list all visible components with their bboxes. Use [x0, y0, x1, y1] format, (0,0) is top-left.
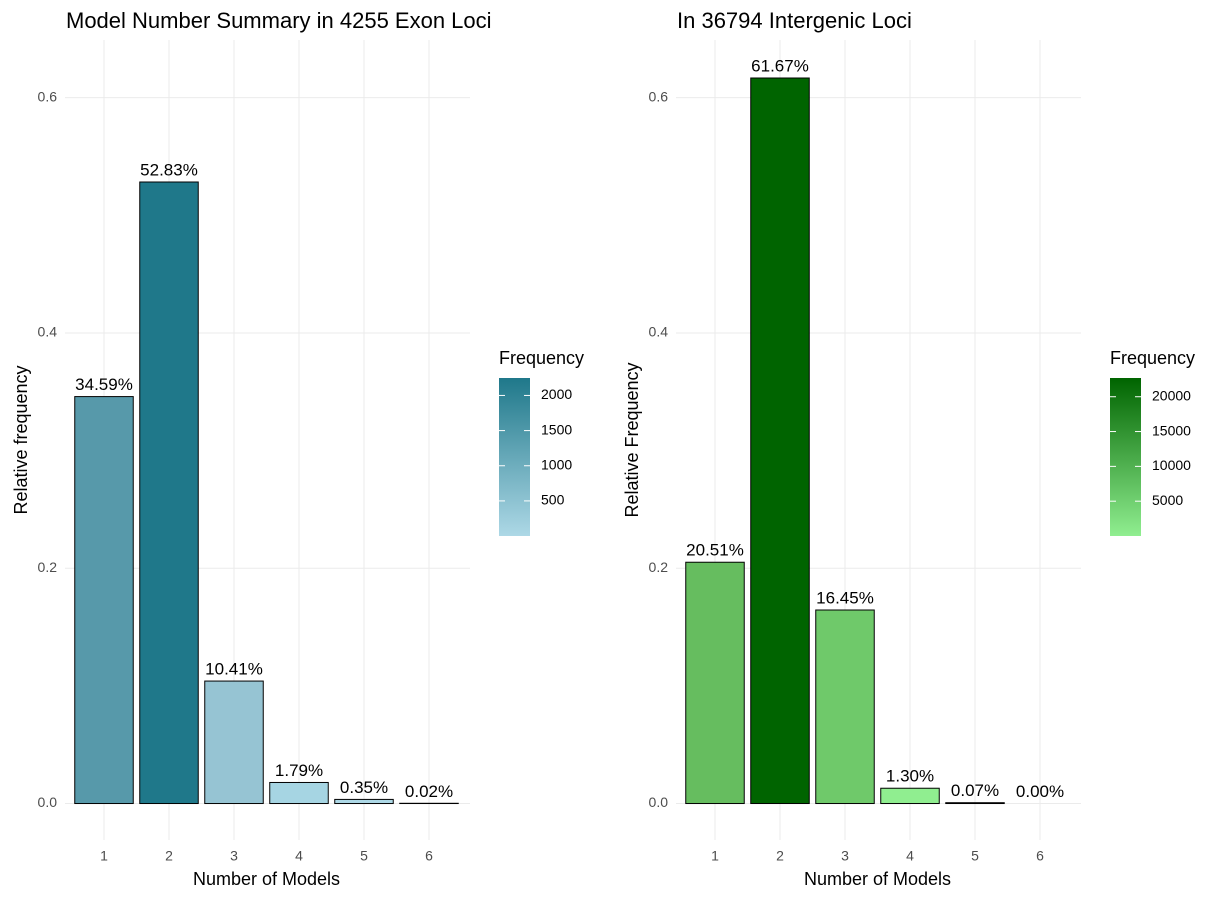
y-axis-title: Relative frequency	[11, 365, 31, 514]
y-tick-label: 0.4	[38, 324, 58, 340]
bar	[750, 77, 810, 805]
x-tick-label: 6	[425, 848, 433, 864]
legend-tick-label: 20000	[1152, 387, 1191, 403]
bar	[945, 802, 1005, 805]
bar	[815, 609, 875, 805]
bar	[880, 787, 940, 805]
legend-tick-label: 1000	[541, 456, 572, 472]
x-tick-label: 3	[841, 848, 849, 864]
y-tick-label: 0.4	[649, 324, 669, 340]
value-label: 52.83%	[140, 160, 198, 179]
legend-colorbar	[499, 378, 530, 536]
x-tick-label: 6	[1036, 848, 1044, 864]
value-label: 0.00%	[1016, 782, 1064, 801]
legend-title: Frequency	[1110, 348, 1195, 368]
bar	[74, 396, 134, 805]
x-tick-label: 5	[971, 848, 979, 864]
value-label: 34.59%	[75, 375, 133, 394]
value-label: 61.67%	[751, 56, 809, 75]
value-label: 20.51%	[686, 541, 744, 560]
bar	[204, 680, 264, 805]
y-tick-label: 0.2	[649, 559, 669, 575]
legend-tick-label: 1500	[541, 421, 572, 437]
legend-tick-label: 500	[541, 492, 565, 508]
legend-colorbar	[1110, 378, 1141, 536]
value-label: 1.30%	[886, 767, 934, 786]
value-label: 0.02%	[405, 782, 453, 801]
value-label: 0.07%	[951, 781, 999, 800]
legend-tick-label: 10000	[1152, 457, 1191, 473]
legend-tick-label: 5000	[1152, 492, 1183, 508]
x-tick-label: 4	[906, 848, 914, 864]
bar	[139, 181, 199, 805]
legend-title: Frequency	[499, 348, 584, 368]
value-label: 1.79%	[275, 761, 323, 780]
x-tick-label: 4	[295, 848, 303, 864]
bar	[269, 781, 329, 805]
y-tick-label: 0.6	[38, 88, 58, 104]
bar	[334, 798, 394, 805]
value-label: 16.45%	[816, 588, 874, 607]
chart-title: Model Number Summary in 4255 Exon Loci	[66, 8, 492, 33]
y-axis-title: Relative Frequency	[622, 362, 642, 517]
y-tick-label: 0.6	[649, 88, 669, 104]
x-tick-label: 3	[230, 848, 238, 864]
bar	[685, 561, 745, 805]
legend-tick-label: 2000	[541, 386, 572, 402]
value-label: 0.35%	[340, 778, 388, 797]
y-tick-label: 0.0	[38, 794, 58, 810]
x-axis-title: Number of Models	[193, 869, 340, 889]
x-tick-label: 1	[100, 848, 108, 864]
x-axis-title: Number of Models	[804, 869, 951, 889]
x-tick-label: 5	[360, 848, 368, 864]
legend-tick-label: 15000	[1152, 422, 1191, 438]
x-tick-label: 2	[165, 848, 173, 864]
x-tick-label: 1	[711, 848, 719, 864]
value-label: 10.41%	[205, 660, 263, 679]
chart-title: In 36794 Intergenic Loci	[677, 8, 912, 33]
y-tick-label: 0.2	[38, 559, 58, 575]
x-tick-label: 2	[776, 848, 784, 864]
y-tick-label: 0.0	[649, 794, 669, 810]
